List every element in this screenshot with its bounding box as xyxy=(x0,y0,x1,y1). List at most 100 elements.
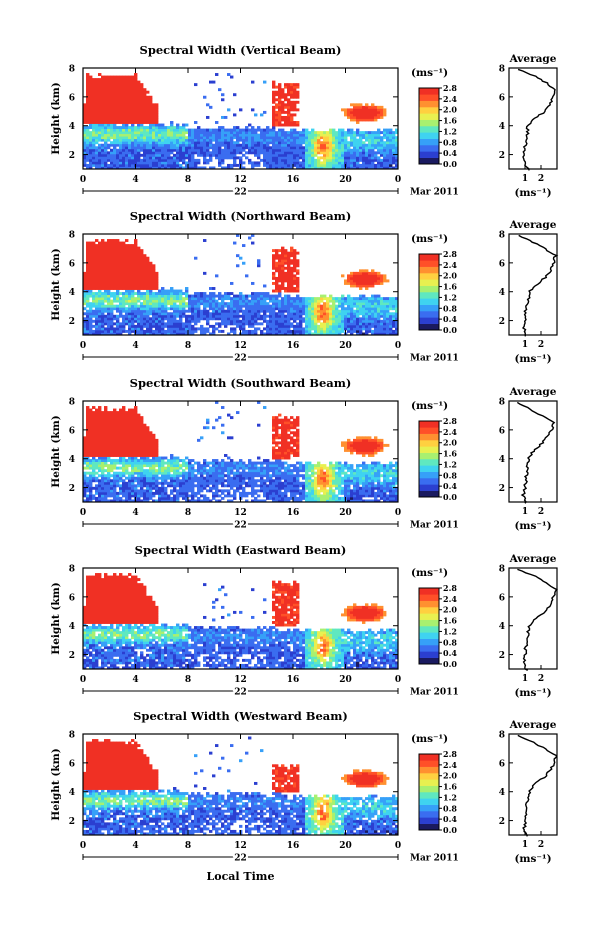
heatmap-cell xyxy=(215,309,219,313)
heatmap-cell xyxy=(221,161,225,165)
heatmap-cell xyxy=(281,156,285,160)
heatmap-cell xyxy=(92,304,96,308)
heatmap-cell xyxy=(311,304,315,308)
heatmap-cell xyxy=(230,304,234,308)
heatmap-cell xyxy=(146,148,150,152)
heatmap-cell xyxy=(218,138,222,142)
heatmap-cell xyxy=(275,148,279,152)
heatmap-cell xyxy=(239,158,243,162)
heatmap-cell xyxy=(107,459,111,462)
heatmap-cell xyxy=(167,302,171,306)
heatmap-cell xyxy=(137,128,141,132)
heatmap-cell xyxy=(86,113,90,117)
heatmap-cell xyxy=(149,110,153,114)
heatmap-cell xyxy=(98,115,102,119)
heatmap-cell xyxy=(92,113,96,117)
heatmap-cell xyxy=(98,85,102,89)
heatmap-cell xyxy=(335,156,339,160)
heatmap-cell xyxy=(83,324,87,328)
heatmap-cell xyxy=(104,456,108,460)
heatmap-cell xyxy=(89,133,93,137)
heatmap-cell xyxy=(110,438,114,442)
heatmap-cell xyxy=(167,158,171,162)
heatmap-cell xyxy=(230,163,234,167)
heatmap-cell xyxy=(122,75,126,79)
heatmap-cell xyxy=(110,103,114,107)
heatmap-cell xyxy=(128,264,132,268)
heatmap-cell xyxy=(104,299,108,303)
heatmap-cell xyxy=(86,151,90,155)
heatmap-cell xyxy=(392,302,396,306)
heatmap-cell xyxy=(101,264,105,268)
heatmap-cell xyxy=(176,314,180,318)
heatmap-cell xyxy=(167,148,171,152)
heatmap-cell xyxy=(137,143,141,147)
heatmap-cell xyxy=(227,151,231,155)
heatmap-cell xyxy=(278,85,282,89)
heatmap-cell xyxy=(395,128,399,132)
heatmap-cell xyxy=(89,496,93,500)
heatmap-cell xyxy=(122,249,126,253)
heatmap-cell xyxy=(224,166,228,170)
heatmap-cell xyxy=(149,274,153,278)
heatmap-cell xyxy=(350,143,354,147)
heatmap-cell xyxy=(131,281,135,285)
heatmap-cell xyxy=(311,146,315,150)
heatmap-cell xyxy=(257,312,261,316)
heatmap-cell xyxy=(170,158,174,162)
heatmap-cell xyxy=(278,98,282,102)
heatmap-cell xyxy=(161,297,165,301)
heatmap-cell xyxy=(164,131,168,135)
heatmap-cell xyxy=(368,163,372,167)
heatmap-cell xyxy=(113,110,117,114)
heatmap-cell xyxy=(293,148,297,152)
heatmap-cell xyxy=(212,307,216,311)
heatmap-cell xyxy=(116,289,120,293)
heatmap-cell xyxy=(185,148,189,152)
heatmap-cell xyxy=(272,259,276,263)
heatmap-cell xyxy=(296,85,300,89)
x-tick-label: 8 xyxy=(185,341,191,351)
heatmap-cell xyxy=(305,156,309,160)
heatmap-cell xyxy=(113,307,117,311)
heatmap-cell xyxy=(281,297,285,301)
heatmap-cell xyxy=(95,136,99,140)
heatmap-cell xyxy=(134,271,138,275)
heatmap-cell xyxy=(371,274,375,278)
heatmap-cell xyxy=(350,151,354,155)
colorbar-tick-label: 2.4 xyxy=(443,94,457,104)
heatmap-cell xyxy=(323,156,327,160)
heatmap-cell xyxy=(359,309,363,313)
heatmap-cell xyxy=(284,105,288,109)
heatmap-cell xyxy=(137,287,141,290)
heatmap-cell xyxy=(332,161,336,165)
heatmap-cell xyxy=(377,133,381,137)
heatmap-cell xyxy=(275,287,279,290)
heatmap-cell xyxy=(167,138,171,142)
heatmap-cell xyxy=(293,307,297,311)
heatmap-cell xyxy=(107,411,111,415)
heatmap-cell xyxy=(368,151,372,155)
heatmap-cell xyxy=(131,141,135,145)
heatmap-cell xyxy=(107,489,111,493)
heatmap-cell xyxy=(116,141,120,145)
heatmap-cell xyxy=(101,128,105,132)
heatmap-cell xyxy=(122,304,126,308)
heatmap-cell xyxy=(194,128,198,132)
heatmap-cell xyxy=(194,294,198,298)
heatmap-cell xyxy=(224,128,228,132)
heatmap-cell xyxy=(164,329,168,333)
heatmap-cell xyxy=(161,133,165,137)
heatmap-cell xyxy=(326,166,330,170)
heatmap-cell xyxy=(95,138,99,142)
heatmap-cell xyxy=(131,103,135,107)
heatmap-cell xyxy=(254,113,258,117)
heatmap-cell xyxy=(95,88,99,92)
heatmap-cell xyxy=(134,83,138,87)
heatmap-cell xyxy=(275,254,279,258)
heatmap-cell xyxy=(143,105,147,109)
heatmap-cell xyxy=(101,454,105,457)
heatmap-cell xyxy=(98,88,102,92)
heatmap-cell xyxy=(290,100,294,104)
heatmap-cell xyxy=(296,100,300,104)
